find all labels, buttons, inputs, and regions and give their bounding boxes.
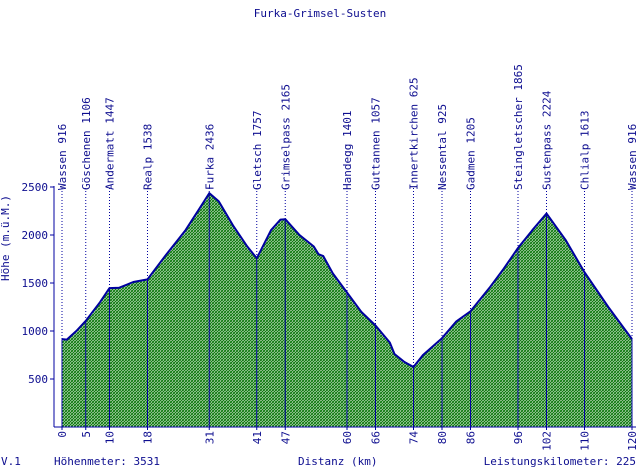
y-tick-label: 1000 bbox=[22, 325, 49, 338]
plot-area: 500 1000 1500 2000 2500 0 5 10 18 31 41 47 60 66 74 80 8… bbox=[22, 64, 640, 451]
x-tick-label: 66 bbox=[370, 431, 383, 444]
x-tick-label: 86 bbox=[465, 431, 478, 444]
x-tick-label: 110 bbox=[579, 431, 592, 451]
x-tick-label: 60 bbox=[341, 431, 354, 444]
x-tick-label: 18 bbox=[142, 431, 155, 444]
waypoint-label: Realp 1538 bbox=[142, 124, 155, 190]
waypoint-label: Grimselpass 2165 bbox=[279, 84, 292, 190]
waypoint-label: Gadmen 1205 bbox=[465, 117, 478, 190]
x-tick-label: 120 bbox=[626, 431, 639, 451]
waypoint-label: Chlialp 1613 bbox=[579, 111, 592, 190]
waypoint-label: Gletsch 1757 bbox=[251, 111, 264, 190]
waypoint-label: Sustenpass 2224 bbox=[541, 90, 554, 190]
x-tick-label: 47 bbox=[279, 431, 292, 444]
waypoint-label: Göschenen 1106 bbox=[80, 97, 93, 190]
x-tick-label: 41 bbox=[251, 431, 264, 444]
y-axis-label: Höhe (m.ü.M.) bbox=[0, 195, 12, 281]
waypoint-label: Guttannen 1057 bbox=[370, 97, 383, 190]
footer-version: V.1 bbox=[1, 455, 21, 468]
x-tick-label: 74 bbox=[408, 431, 421, 445]
waypoint-label: Furka 2436 bbox=[203, 124, 216, 190]
x-tick-label: 96 bbox=[512, 431, 525, 444]
waypoint-label: Innertkirchen 625 bbox=[408, 77, 421, 190]
x-tick-label: 102 bbox=[541, 431, 554, 451]
x-tick-label: 0 bbox=[56, 431, 69, 438]
x-tick-label: 5 bbox=[80, 431, 93, 438]
y-tick-label: 500 bbox=[28, 373, 48, 386]
footer-leistungskilometer: Leistungskilometer: 225 bbox=[484, 455, 636, 468]
waypoint-label: Andermatt 1447 bbox=[104, 97, 117, 190]
footer-hoehenmeter: Höhenmeter: 3531 bbox=[54, 455, 160, 468]
chart-title: Furka-Grimsel-Susten bbox=[254, 7, 386, 20]
waypoint-label: Wassen 916 bbox=[56, 124, 69, 190]
x-axis-label: Distanz (km) bbox=[298, 455, 377, 468]
y-tick-label: 2000 bbox=[22, 229, 49, 242]
x-tick-label: 10 bbox=[104, 431, 117, 444]
y-tick-label: 1500 bbox=[22, 277, 49, 290]
elevation-line bbox=[61, 192, 633, 368]
waypoint-label: Nessental 925 bbox=[436, 104, 449, 190]
waypoint-label: Handegg 1401 bbox=[341, 111, 354, 190]
x-tick-label: 80 bbox=[436, 431, 449, 444]
y-tick-label: 2500 bbox=[22, 181, 49, 194]
x-tick-label: 31 bbox=[203, 431, 216, 444]
waypoint-label: Wassen 916 bbox=[626, 124, 639, 190]
waypoint-label: Steingletscher 1865 bbox=[512, 64, 525, 190]
